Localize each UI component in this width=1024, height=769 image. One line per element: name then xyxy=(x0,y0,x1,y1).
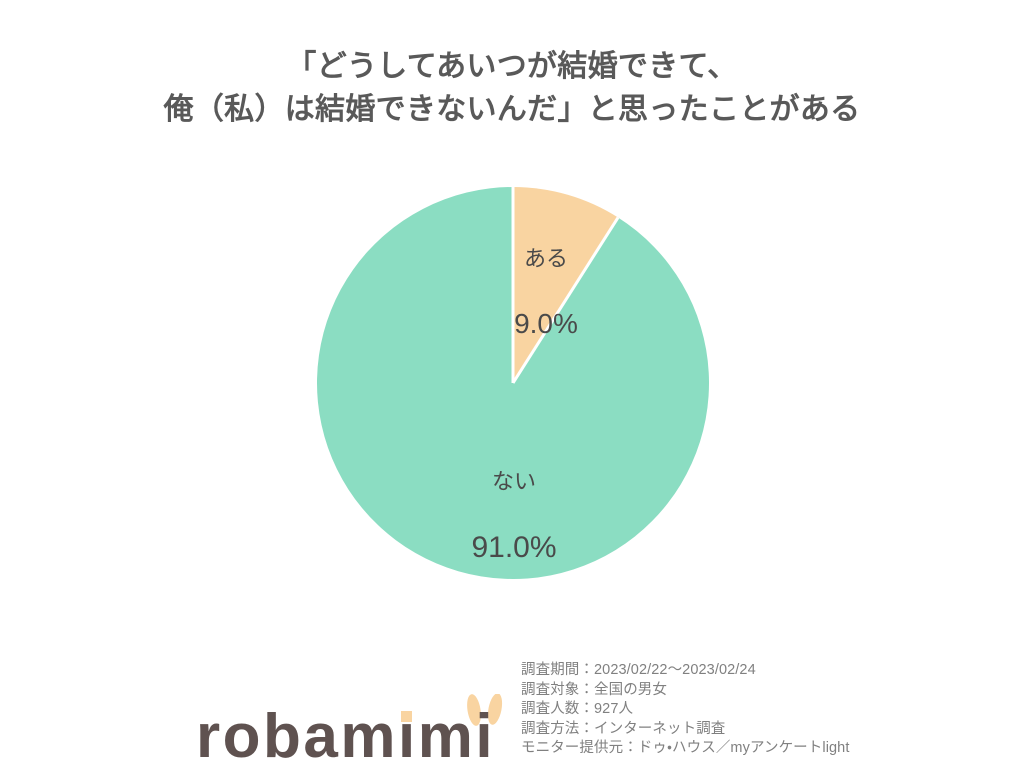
pie-chart: ある 9.0% ない 91.0% xyxy=(0,150,1024,620)
survey-metadata: 調査期間：2023/02/22〜2023/02/24 調査対象：全国の男女 調査… xyxy=(521,661,991,759)
robamimi-logo-svg: robamimi xyxy=(196,694,503,766)
survey-target: 調査対象：全国の男女 xyxy=(521,681,667,698)
page-title: 「どうしてあいつが結婚できて、 俺（私）は結婚できないんだ」と思ったことがある xyxy=(163,50,861,126)
logo-wordmark: robamimi xyxy=(196,702,495,766)
survey-period: 調査期間：2023/02/22〜2023/02/24 xyxy=(521,662,756,678)
brand-logo: robamimi xyxy=(196,694,516,766)
pie-slice-aru[interactable] xyxy=(513,187,619,383)
rabbit-ears-icon xyxy=(467,694,503,726)
pie-separator-aru xyxy=(511,216,620,384)
survey-sample-size: 調査人数：927人 xyxy=(521,701,634,717)
logo-accent-dot-overlay xyxy=(401,711,412,722)
survey-monitor-source: モニター提供元：ドゥ・ハウス／myアンケートlight xyxy=(521,740,850,756)
pie-chart-svg xyxy=(317,187,709,579)
survey-method: 調査方法：インターネット調査 xyxy=(521,720,726,737)
